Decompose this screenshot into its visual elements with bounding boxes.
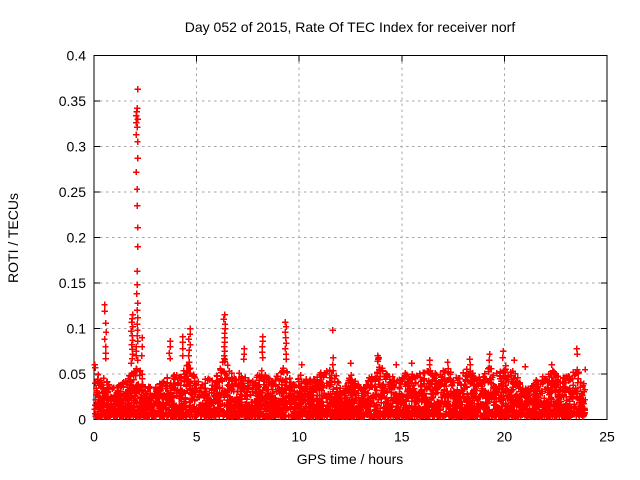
tick-labels: 0 5 10 15 20 25 0 0.05 0.1 0.15 0.2 0.25 0.3 0.35 0.4: [59, 48, 615, 445]
y-tick-label: 0.2: [67, 230, 87, 246]
scatter-points: [91, 86, 589, 420]
y-tick-label: 0.3: [67, 139, 87, 155]
y-tick-label: 0.05: [59, 366, 86, 382]
x-tick-label: 10: [291, 429, 307, 445]
y-tick-label: 0.25: [59, 184, 86, 200]
roti-data-points: [91, 86, 589, 420]
x-tick-label: 15: [394, 429, 410, 445]
x-tick-label: 20: [497, 429, 513, 445]
y-tick-label: 0.4: [67, 48, 87, 64]
y-axis-label: ROTI / TECUs: [5, 193, 21, 283]
x-tick-label: 25: [599, 429, 615, 445]
x-tick-label: 5: [193, 429, 201, 445]
y-tick-label: 0.15: [59, 275, 86, 291]
x-tick-label: 0: [90, 429, 98, 445]
y-tick-label: 0.1: [67, 321, 87, 337]
grid-layer: [94, 55, 607, 420]
y-tick-label: 0: [78, 412, 86, 428]
y-tick-label: 0.35: [59, 93, 86, 109]
chart-title: Day 052 of 2015, Rate Of TEC Index for r…: [185, 19, 516, 35]
x-axis-label: GPS time / hours: [297, 451, 404, 467]
